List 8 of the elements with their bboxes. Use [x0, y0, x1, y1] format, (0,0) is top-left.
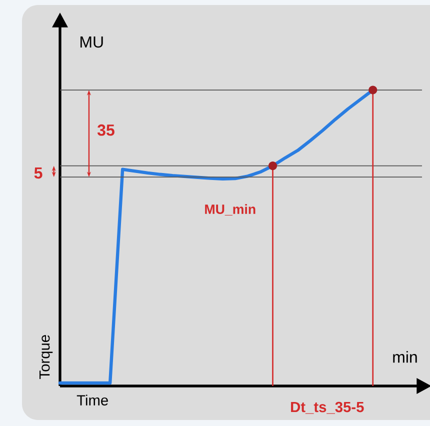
y-axis-title: Torque: [40, 335, 53, 379]
text: Dt_ts_35-5: [291, 402, 364, 414]
x-axis-title: Time: [76, 394, 108, 406]
text: MU: [80, 36, 103, 48]
text: 5: [34, 167, 42, 179]
annotation: MU_min: [205, 204, 256, 216]
text: min: [393, 351, 417, 363]
annotation: 35: [97, 124, 114, 136]
